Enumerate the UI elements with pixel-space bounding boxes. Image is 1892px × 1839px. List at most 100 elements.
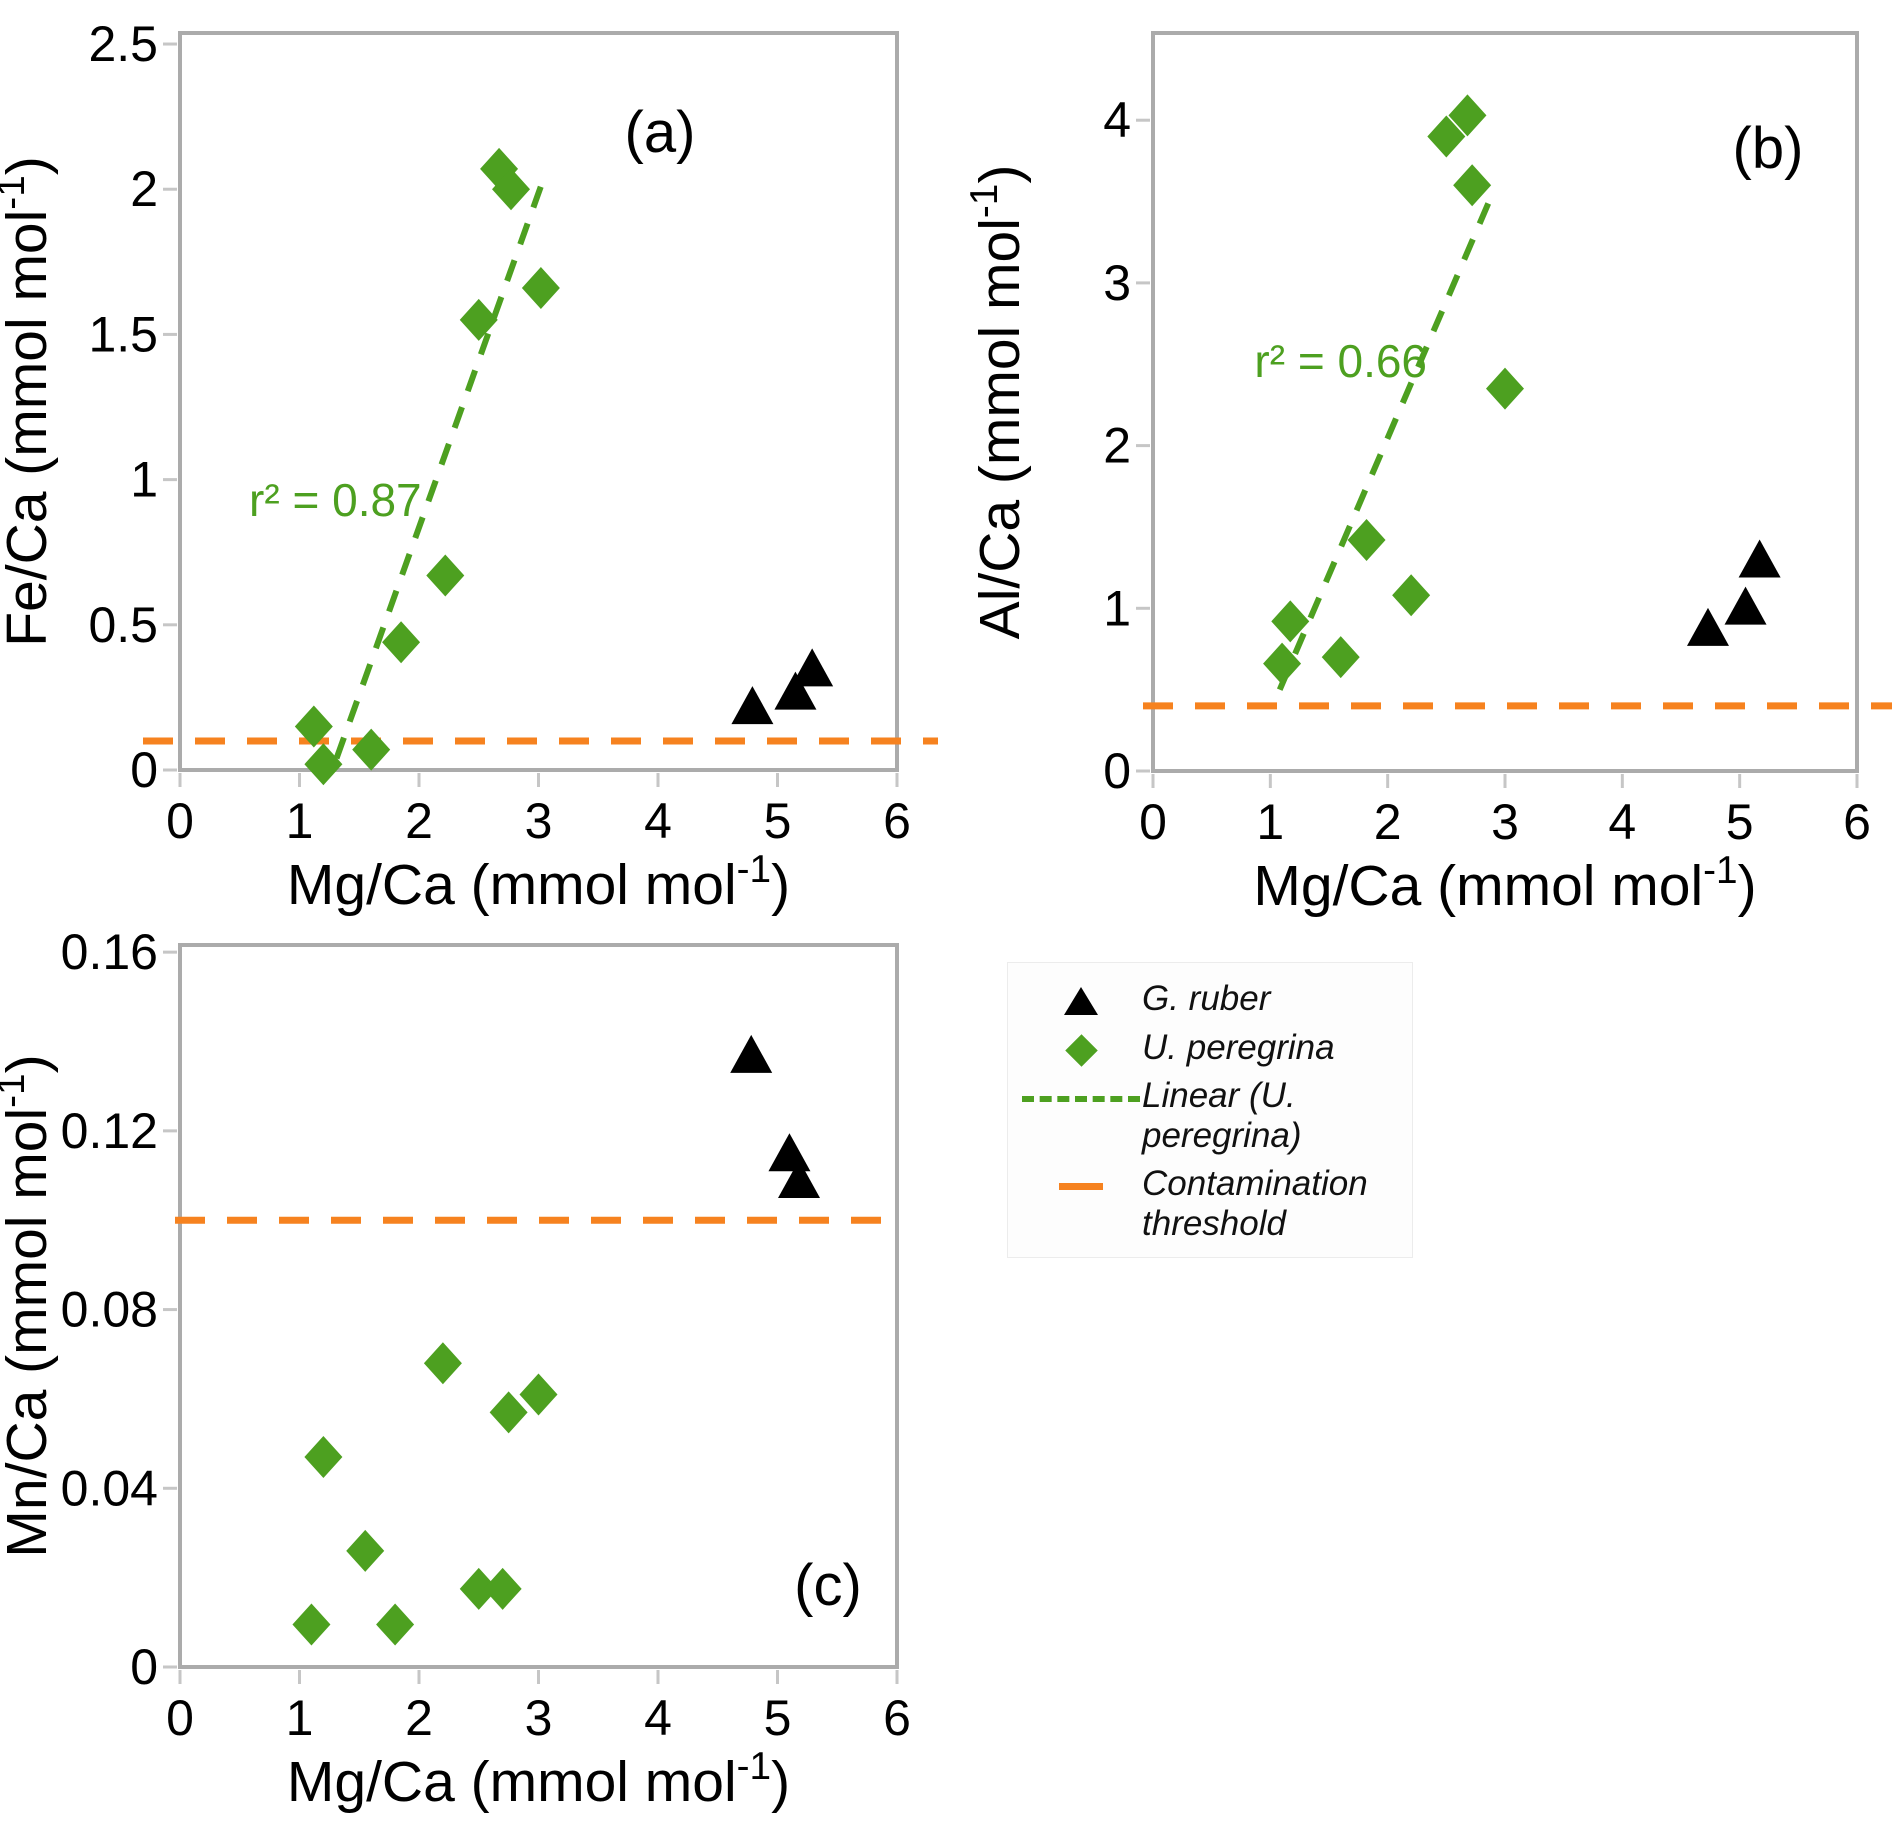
legend-item-g-ruber: G. ruber xyxy=(1020,979,1398,1019)
x-axis-title: Mg/Ca (mmol mol-1​) xyxy=(1253,849,1756,918)
panel-label: (c) xyxy=(794,1553,862,1618)
g-ruber-point xyxy=(1686,607,1729,646)
u-peregrina-diamond-icon xyxy=(1064,1033,1098,1067)
u-peregrina-point xyxy=(483,1567,522,1610)
x-tick-label: 3 xyxy=(1491,794,1519,850)
u-peregrina-point xyxy=(292,1603,331,1646)
g-ruber-triangle-icon xyxy=(1064,987,1098,1015)
x-tick-label: 4 xyxy=(644,1690,672,1746)
u-peregrina-point xyxy=(489,1391,528,1434)
g-ruber-point xyxy=(1724,586,1767,625)
y-tick-label: 0 xyxy=(130,1639,158,1695)
u-peregrina-point xyxy=(346,1529,385,1572)
g-ruber-point xyxy=(778,1160,821,1199)
u-peregrina-point xyxy=(1453,164,1492,207)
g-ruber-point xyxy=(791,648,834,687)
y-tick-label: 0.08 xyxy=(61,1282,158,1338)
u-peregrina-point xyxy=(1263,642,1302,685)
u-peregrina-point xyxy=(304,743,343,786)
y-tick-label: 0 xyxy=(130,742,158,798)
y-axis-title: Fe/Ca (mmol mol-1​) xyxy=(0,156,59,647)
panel-label: (a) xyxy=(625,100,696,165)
x-tick-label: 0 xyxy=(166,1690,194,1746)
x-tick-label: 1 xyxy=(286,1690,314,1746)
x-tick-label: 0 xyxy=(166,793,194,849)
legend-label-contamination-threshold: Contamination threshold xyxy=(1142,1164,1368,1243)
u-peregrina-point xyxy=(1392,574,1431,617)
legend-item-contamination-threshold: Contamination threshold xyxy=(1020,1164,1398,1243)
x-axis-title: Mg/Ca (mmol mol-1​) xyxy=(287,1745,790,1814)
y-tick-label: 2 xyxy=(130,161,158,217)
y-tick-label: 0 xyxy=(1103,743,1131,799)
x-tick-label: 3 xyxy=(525,793,553,849)
g-ruber-point xyxy=(774,671,817,710)
u-peregrina-point xyxy=(382,621,421,664)
x-tick-label: 5 xyxy=(764,793,792,849)
u-peregrina-point xyxy=(304,1436,343,1479)
u-peregrina-point xyxy=(459,1567,498,1610)
legend-label-g-ruber: G. ruber xyxy=(1142,979,1271,1018)
g-ruber-point xyxy=(730,1034,773,1073)
y-tick-label: 1.5 xyxy=(88,306,158,362)
legend: G. ruber U. peregrina Linear (U. peregri… xyxy=(1007,962,1413,1259)
x-tick-label: 6 xyxy=(883,793,911,849)
r-squared-label: r² = 0.66 xyxy=(1254,335,1427,387)
u-peregrina-point xyxy=(1427,115,1466,158)
x-tick-label: 2 xyxy=(405,1690,433,1746)
y-axis-title: Al/Ca (mmol mol-1​) xyxy=(963,165,1032,640)
y-tick-label: 2.5 xyxy=(88,16,158,72)
contamination-threshold-dash-icon xyxy=(1059,1183,1103,1191)
r-squared-label: r² = 0.87 xyxy=(249,474,422,526)
g-ruber-point xyxy=(768,1133,811,1172)
y-tick-label: 0.12 xyxy=(61,1103,158,1159)
u-peregrina-point xyxy=(352,728,391,771)
legend-item-linear-fit: Linear (U. peregrina) xyxy=(1020,1076,1398,1155)
u-peregrina-point xyxy=(1347,518,1386,561)
trendline-u-peregrina xyxy=(1276,190,1497,691)
u-peregrina-point xyxy=(1271,600,1310,643)
u-peregrina-point xyxy=(519,1373,558,1416)
u-peregrina-point xyxy=(423,1342,462,1385)
y-tick-label: 1 xyxy=(1103,580,1131,636)
panel-label: (b) xyxy=(1733,116,1804,181)
x-tick-label: 4 xyxy=(644,793,672,849)
u-peregrina-point xyxy=(376,1603,415,1646)
x-tick-label: 1 xyxy=(1256,794,1284,850)
x-tick-label: 2 xyxy=(1374,794,1402,850)
linear-fit-dashed-line-icon xyxy=(1022,1096,1140,1103)
x-tick-label: 6 xyxy=(883,1690,911,1746)
x-tick-label: 1 xyxy=(286,793,314,849)
x-tick-label: 0 xyxy=(1139,794,1167,850)
y-tick-label: 0.5 xyxy=(88,597,158,653)
u-peregrina-point xyxy=(1448,94,1487,137)
y-tick-label: 2 xyxy=(1103,418,1131,474)
u-peregrina-point xyxy=(492,168,531,211)
y-tick-label: 0.16 xyxy=(61,930,158,980)
legend-item-u-peregrina: U. peregrina xyxy=(1020,1028,1398,1068)
u-peregrina-point xyxy=(294,705,333,748)
plot-frame xyxy=(178,31,899,772)
x-tick-label: 2 xyxy=(405,793,433,849)
panel-a-chart: 0 1 2 3 4 5 6 0 0.5 1 1.5 2 2.5 Mg/Ca (mmol mol-1​) Fe… xyxy=(0,16,938,917)
legend-label-linear-fit: Linear (U. peregrina) xyxy=(1142,1076,1302,1155)
u-peregrina-point xyxy=(521,266,560,309)
x-axis-title: Mg/Ca (mmol mol-1​) xyxy=(287,848,790,917)
x-tick-label: 3 xyxy=(525,1690,553,1746)
legend-label-u-peregrina: U. peregrina xyxy=(1142,1027,1335,1067)
g-ruber-point xyxy=(1738,539,1781,578)
x-tick-label: 4 xyxy=(1608,794,1636,850)
plot-frame xyxy=(178,943,899,1669)
panel-c-chart: 0 1 2 3 4 5 6 0 0.04 0.08 0.12 0.16 Mg/Ca (mmol mol-… xyxy=(0,930,911,1814)
y-tick-label: 3 xyxy=(1103,255,1131,311)
g-ruber-point xyxy=(731,686,774,725)
x-tick-label: 5 xyxy=(1726,794,1754,850)
u-peregrina-point xyxy=(1321,636,1360,679)
u-peregrina-point xyxy=(1486,367,1524,410)
y-tick-label: 4 xyxy=(1103,92,1131,148)
u-peregrina-point xyxy=(426,554,465,597)
x-tick-label: 5 xyxy=(764,1690,792,1746)
y-tick-label: 0.04 xyxy=(61,1460,158,1516)
y-tick-label: 1 xyxy=(130,452,158,508)
y-axis-title: Mn/Ca (mmol mol-1​) xyxy=(0,1054,59,1557)
